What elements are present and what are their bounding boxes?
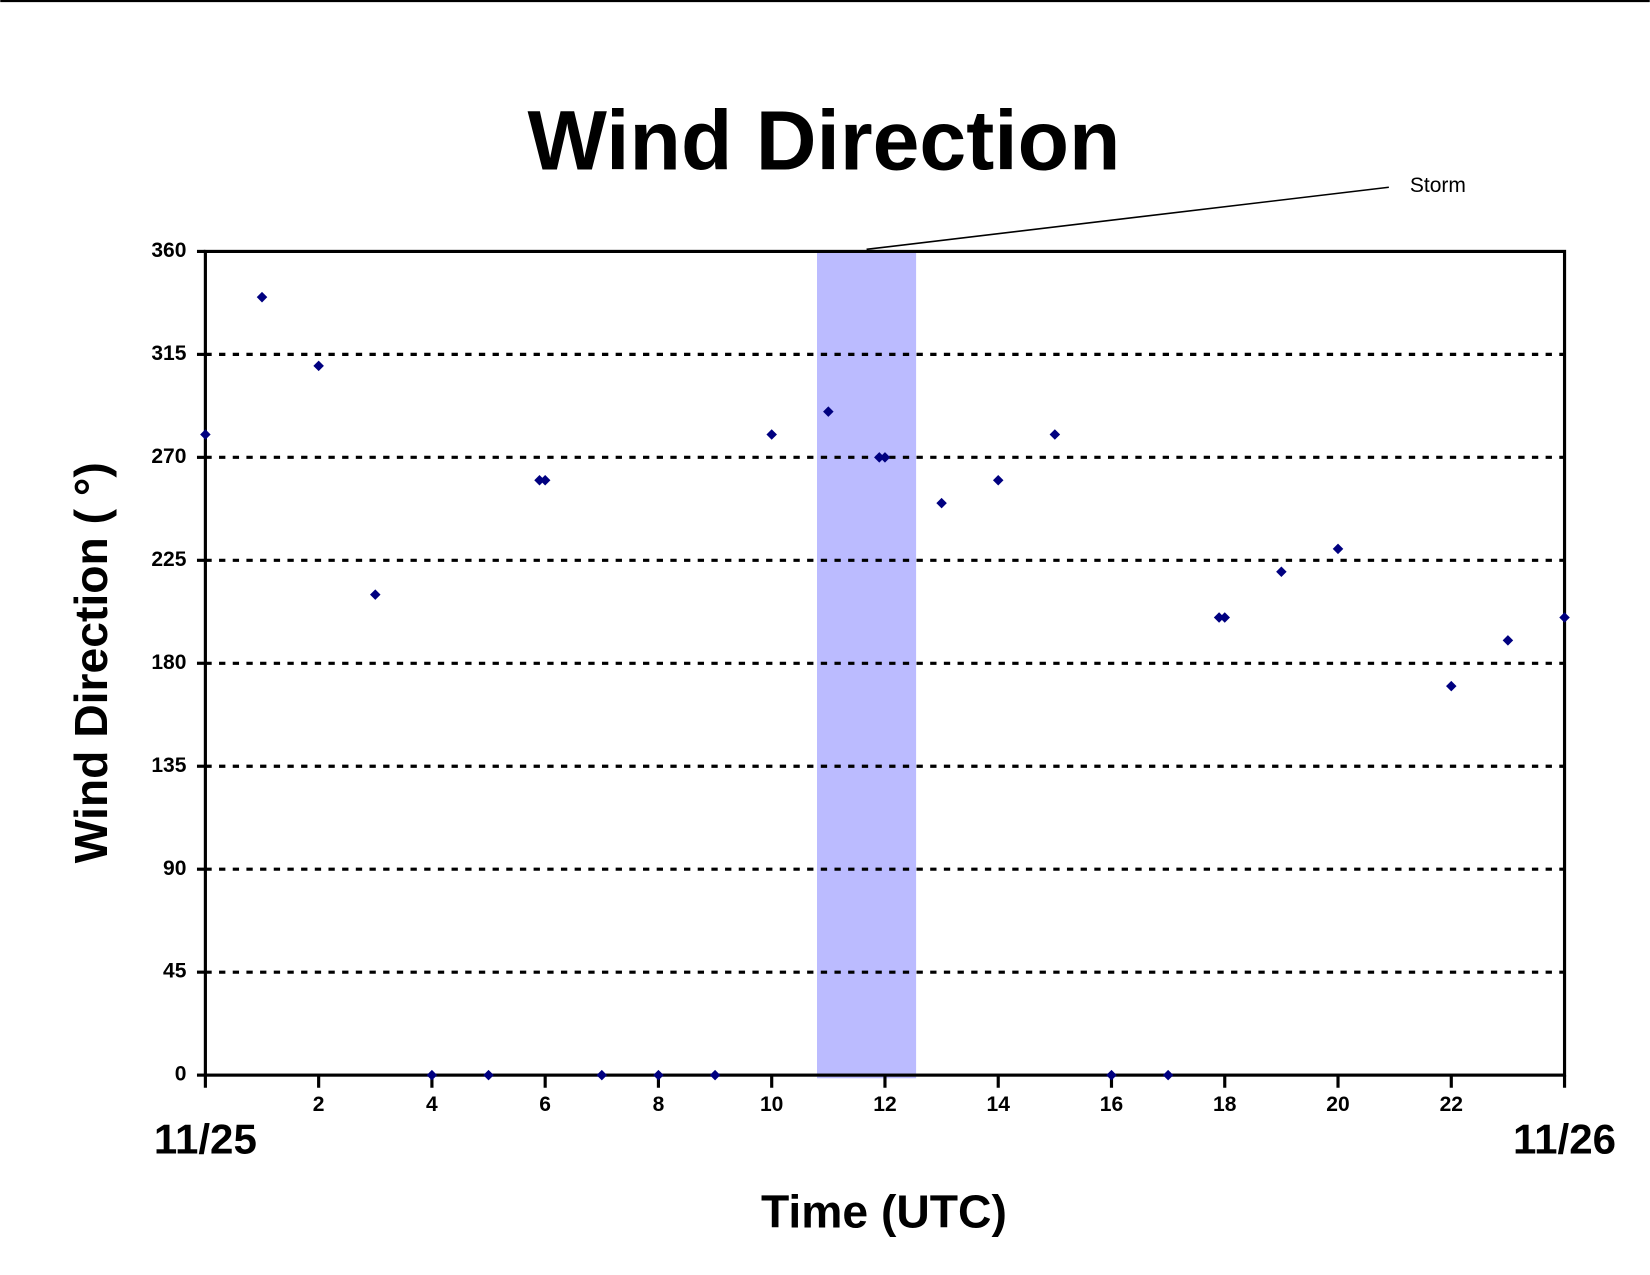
data-point — [596, 1069, 608, 1081]
x-axis-label: Time (UTC) — [761, 1185, 1007, 1237]
y-tick-label: 270 — [151, 445, 186, 468]
data-point — [1106, 1069, 1117, 1081]
annotation: Storm — [1410, 174, 1466, 197]
date-label: 11/26 — [1513, 1116, 1616, 1163]
data-point — [1446, 680, 1457, 692]
x-tick-label: 18 — [1213, 1093, 1237, 1116]
data-point — [992, 474, 1004, 486]
data-point — [1213, 612, 1225, 623]
x-tick-label: 2 — [313, 1093, 325, 1116]
data-point — [709, 1069, 721, 1081]
x-tick-label: 16 — [1100, 1093, 1123, 1116]
data-point — [1162, 1069, 1174, 1081]
data-point — [766, 429, 777, 440]
x-tick-label: 10 — [760, 1093, 783, 1116]
data-point — [370, 589, 381, 600]
data-point — [1276, 566, 1287, 578]
x-tick-label: 8 — [653, 1093, 665, 1116]
x-tick-label: 12 — [873, 1093, 896, 1116]
x-tick-label: 6 — [539, 1093, 551, 1116]
data-point — [653, 1069, 664, 1081]
y-tick-label: 180 — [151, 651, 186, 674]
x-tick-label: 14 — [987, 1093, 1011, 1116]
x-tick-label: 20 — [1326, 1093, 1349, 1116]
plot-frame — [203, 249, 1567, 1077]
chart-title: Wind Direction — [528, 94, 1121, 188]
date-label: 11/25 — [154, 1116, 257, 1163]
y-tick-label: 45 — [163, 960, 187, 983]
y-axis-label: Wind Direction ( °) — [65, 462, 117, 863]
data-point — [426, 1069, 438, 1081]
data-point — [1049, 429, 1061, 440]
data-point — [313, 360, 324, 372]
data-point — [539, 474, 551, 486]
y-tick-label: 135 — [151, 754, 186, 777]
data-point — [1559, 612, 1570, 623]
x-tick-label: 22 — [1440, 1093, 1463, 1116]
y-tick-label: 360 — [151, 239, 186, 262]
data-point — [1502, 635, 1514, 646]
y-tick-label: 315 — [151, 342, 186, 365]
x-tick-label: 4 — [426, 1093, 438, 1116]
data-point — [534, 474, 545, 486]
data-point — [1332, 543, 1344, 555]
data-point — [256, 291, 268, 303]
y-tick-label: 0 — [175, 1063, 187, 1086]
annotation-line — [866, 186, 1389, 251]
y-tick-label: 225 — [151, 548, 186, 571]
data-point — [936, 497, 947, 509]
data-point — [1219, 612, 1231, 623]
data-point — [200, 429, 211, 440]
y-tick-label: 90 — [163, 857, 186, 880]
data-point — [483, 1069, 494, 1081]
